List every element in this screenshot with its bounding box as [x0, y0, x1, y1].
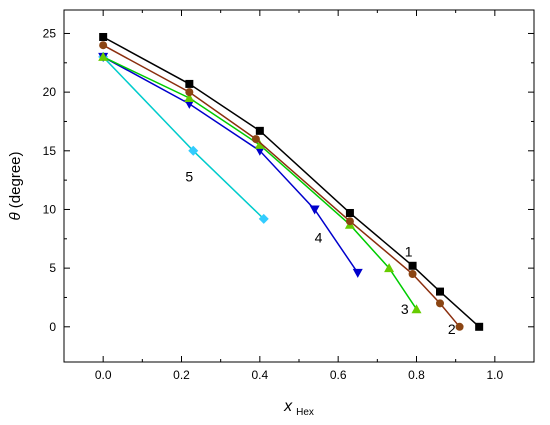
- y-tick-label: 5: [49, 261, 56, 275]
- data-point: [258, 213, 269, 224]
- x-tick-label: 0.6: [330, 368, 347, 382]
- data-point: [345, 208, 354, 217]
- series-4: [98, 52, 363, 278]
- data-point: [185, 88, 194, 97]
- data-point: [185, 79, 194, 88]
- series-1: [99, 32, 484, 331]
- series-layer: [98, 32, 484, 331]
- data-point: [188, 145, 199, 156]
- series-annotation: 3: [401, 301, 409, 317]
- series-2: [99, 41, 464, 331]
- y-axis-text: (degree): [7, 151, 24, 208]
- data-point: [99, 32, 108, 41]
- series-annotation: 2: [448, 321, 456, 337]
- y-tick-label: 15: [43, 144, 57, 158]
- data-point: [352, 268, 363, 278]
- data-point: [184, 93, 195, 102]
- data-point: [384, 263, 395, 273]
- data-point: [98, 51, 109, 61]
- x-axis-title: x Hex: [283, 398, 314, 418]
- y-tick-label: 20: [43, 85, 57, 99]
- data-point: [99, 41, 108, 50]
- annotation-layer: 1 2 3 4 5: [185, 168, 455, 337]
- data-point: [309, 205, 320, 215]
- data-point: [408, 261, 417, 270]
- data-point: [455, 322, 464, 331]
- x-tick-label: 0.2: [173, 368, 190, 382]
- data-point: [436, 299, 444, 308]
- data-point: [254, 139, 265, 149]
- data-point: [411, 304, 422, 314]
- y-tick-label: 0: [49, 320, 56, 334]
- series-line: [102, 44, 461, 328]
- series-annotation: 4: [315, 229, 323, 245]
- series-5: [98, 51, 269, 224]
- x-tick-label: 0.8: [408, 368, 425, 382]
- x-axis-sub: Hex: [296, 407, 314, 418]
- series-line: [102, 36, 480, 328]
- series-annotation: 1: [405, 243, 413, 259]
- data-point: [408, 270, 417, 278]
- data-point: [475, 322, 484, 331]
- y-tick-label: 25: [43, 26, 57, 40]
- data-point: [436, 287, 444, 296]
- x-tick-label: 0.0: [95, 368, 112, 382]
- x-axis-main: x: [283, 398, 293, 415]
- y-tick-label: 10: [43, 202, 57, 216]
- data-point: [255, 126, 264, 135]
- series-annotation: 5: [185, 168, 193, 184]
- series-3: [98, 51, 422, 314]
- series-line: [102, 56, 418, 310]
- x-tick-label: 1.0: [486, 368, 503, 382]
- x-tick-label: 0.4: [251, 368, 268, 382]
- data-point: [184, 99, 195, 109]
- data-point: [251, 135, 260, 144]
- y-axis-title: θ (degree): [7, 151, 24, 220]
- y-axis-symbol: θ: [7, 212, 24, 220]
- data-point: [345, 217, 354, 226]
- data-point: [254, 146, 265, 156]
